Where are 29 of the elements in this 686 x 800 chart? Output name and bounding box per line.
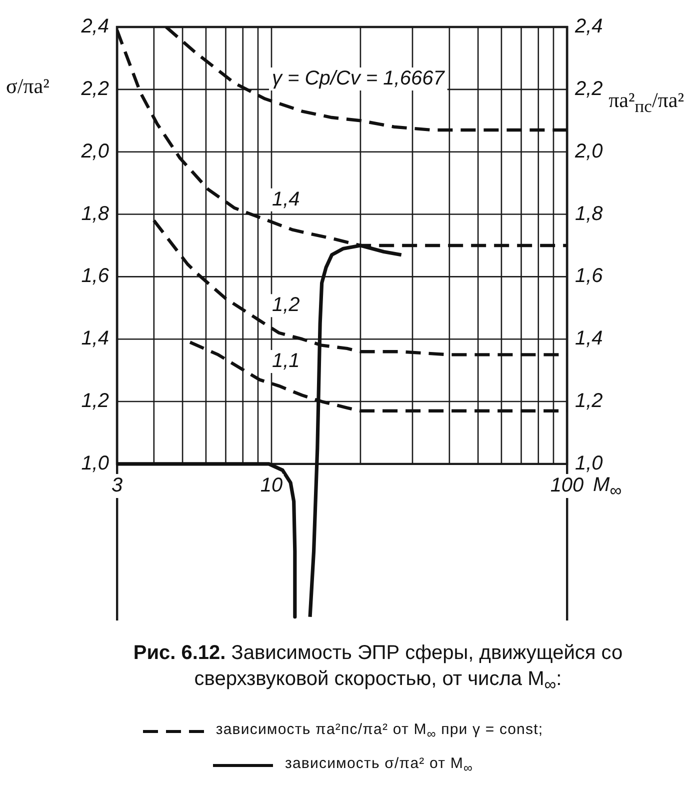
y2-tick-label: 2,0 — [574, 140, 603, 162]
y2-tick-label: 1,6 — [575, 265, 604, 288]
y-tick-label: 1,6 — [81, 265, 110, 288]
y2-tick-label: 1,4 — [575, 328, 603, 350]
y-tick-label: 2,4 — [80, 16, 109, 38]
text: зависимость σ/πa² от M$_{∞}$ — [285, 755, 473, 775]
y-tick-label: 2,2 — [80, 78, 109, 100]
series-label: γ = Cp/Cv = 1,6667 — [272, 67, 446, 90]
series-label: 1,2 — [272, 294, 300, 316]
y2-tick-label: 2,2 — [574, 78, 603, 100]
y2-tick-label: 1,8 — [575, 202, 603, 225]
y-axis-title: σ/πa² — [6, 74, 50, 98]
x-tick-label: 100 — [550, 474, 584, 497]
y-tick-label: 2,0 — [80, 140, 109, 162]
x-tick-label: 10 — [260, 474, 283, 497]
y2-tick-label: 2,4 — [574, 16, 603, 38]
x-axis-title: M$_{∞}$ — [593, 474, 622, 500]
y-tick-label: 1,0 — [81, 452, 109, 475]
y-tick-label: 1,8 — [81, 202, 109, 225]
y-tick-label: 1,4 — [81, 328, 109, 350]
text: зависимость πa²пс/πa² от M$_{∞}$ при γ = const; — [216, 721, 544, 741]
y2-tick-label: 1,0 — [575, 452, 603, 475]
text: Рис. 6.12. Зависимость ЭПР сферы, движущейся со сверхзвуковой скоростью, от числа M$_{∞}$: — [132, 641, 624, 696]
y-tick-label: 1,2 — [81, 390, 109, 412]
x-tick-label: 3 — [111, 474, 123, 497]
y2-tick-label: 1,2 — [575, 390, 603, 412]
series-label: 1,1 — [272, 350, 300, 372]
series-label: 1,4 — [272, 188, 300, 210]
y2-axis-title: πa²$_{пс}$/πa² — [608, 88, 684, 116]
